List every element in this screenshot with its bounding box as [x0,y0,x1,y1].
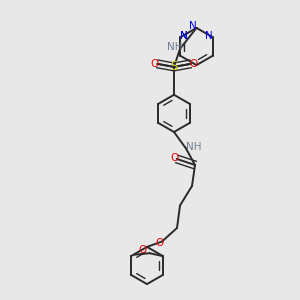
Text: N: N [189,21,197,32]
Text: N: N [205,31,213,41]
Text: S: S [170,60,178,74]
Text: N: N [180,31,188,41]
Text: N: N [180,31,188,41]
Text: O: O [170,152,178,163]
Text: O: O [189,59,198,69]
Text: NH: NH [167,42,182,52]
Text: O: O [155,238,164,248]
Text: NH: NH [186,142,201,152]
Text: O: O [138,245,146,255]
Text: O: O [150,59,159,69]
